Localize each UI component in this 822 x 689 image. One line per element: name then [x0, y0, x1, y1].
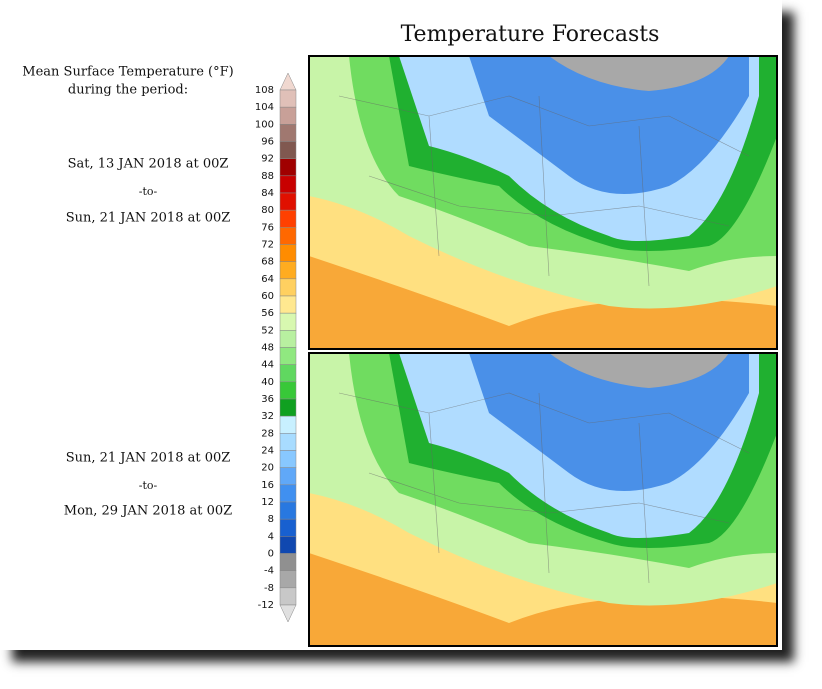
colorbar-tick-label: 52: [261, 325, 274, 336]
colorbar-tick-label: 16: [261, 480, 274, 491]
colorbar-tick-label: -8: [264, 583, 274, 594]
colorbar-tick-label: 32: [261, 411, 274, 422]
colorbar-tick-label: 96: [261, 137, 274, 148]
colorbar-tick-label: 72: [261, 240, 274, 251]
colorbar-swatch: [279, 244, 297, 262]
colorbar-swatch: [279, 124, 297, 142]
colorbar-swatch: [279, 536, 297, 554]
colorbar-swatch: [279, 312, 297, 331]
colorbar-tick-label: 64: [261, 274, 274, 285]
period-start: Sun, 21 JAN 2018 at 00Z: [66, 451, 231, 466]
colorbar-swatch: [279, 501, 297, 520]
colorbar-tick-label: -12: [258, 600, 274, 611]
colorbar-tick-label: 68: [261, 257, 274, 268]
colorbar-swatch: [279, 141, 297, 159]
colorbar-swatch: [279, 415, 297, 434]
colorbar-swatch: [279, 553, 297, 571]
legend-title: Mean Surface Temperature (°F): [22, 65, 233, 80]
colorbar-tick-label: 0: [268, 549, 274, 560]
colorbar-tick-label: -4: [264, 566, 274, 577]
colorbar-tick-label: 24: [261, 446, 274, 457]
period-start: Sat, 13 JAN 2018 at 00Z: [68, 157, 229, 172]
colorbar-arrow: [279, 604, 297, 623]
colorbar-swatch: [279, 158, 297, 177]
map-panel: [308, 352, 778, 647]
period-separator: -to-: [139, 185, 158, 198]
colorbar-tick-label: 4: [268, 531, 274, 542]
legend-title: during the period:: [68, 83, 188, 98]
colorbar-swatch: [279, 467, 297, 486]
colorbar-tick-label: 104: [255, 102, 274, 113]
colorbar-tick-label: 88: [261, 171, 274, 182]
colorbar-swatch: [279, 518, 297, 537]
colorbar-arrow: [279, 72, 297, 91]
period-end: Sun, 21 JAN 2018 at 00Z: [66, 211, 231, 226]
colorbar-swatch: [279, 106, 297, 125]
colorbar-tick-label: 84: [261, 188, 274, 199]
colorbar: 1081041009692888480767268646056524844403…: [255, 72, 297, 623]
colorbar-swatch: [279, 330, 297, 348]
period-end: Mon, 29 JAN 2018 at 00Z: [64, 504, 232, 519]
colorbar-swatch: [279, 398, 297, 417]
title: Temperature Forecasts: [401, 22, 660, 47]
colorbar-swatch: [279, 433, 297, 451]
colorbar-swatch: [279, 261, 297, 280]
colorbar-tick-label: 92: [261, 154, 274, 165]
colorbar-swatch: [279, 347, 297, 365]
colorbar-swatch: [279, 209, 297, 228]
colorbar-tick-label: 8: [268, 514, 274, 525]
colorbar-tick-label: 80: [261, 205, 274, 216]
colorbar-swatch: [279, 227, 297, 245]
colorbar-tick-label: 60: [261, 291, 274, 302]
colorbar-tick-label: 28: [261, 428, 274, 439]
colorbar-tick-label: 76: [261, 222, 274, 233]
colorbar-swatch: [279, 364, 297, 383]
colorbar-tick-label: 44: [261, 360, 274, 371]
colorbar-tick-label: 40: [261, 377, 274, 388]
colorbar-swatch: [279, 570, 297, 589]
colorbar-tick-label: 20: [261, 463, 274, 474]
colorbar-swatch: [279, 381, 297, 400]
colorbar-tick-label: 56: [261, 308, 274, 319]
colorbar-swatch: [279, 450, 297, 468]
colorbar-swatch: [279, 175, 297, 194]
map-panel: [308, 55, 778, 350]
colorbar-tick-label: 48: [261, 343, 274, 354]
colorbar-tick-label: 108: [255, 85, 274, 96]
colorbar-tick-label: 36: [261, 394, 274, 405]
colorbar-swatch: [279, 587, 297, 606]
colorbar-swatch: [279, 295, 297, 314]
colorbar-swatch: [279, 278, 297, 297]
colorbar-tick-label: 12: [261, 497, 274, 508]
colorbar-swatch: [279, 484, 297, 503]
colorbar-tick-label: 100: [255, 119, 274, 130]
colorbar-swatch: [279, 192, 297, 211]
period-separator: -to-: [139, 479, 158, 492]
colorbar-swatch: [279, 89, 297, 108]
